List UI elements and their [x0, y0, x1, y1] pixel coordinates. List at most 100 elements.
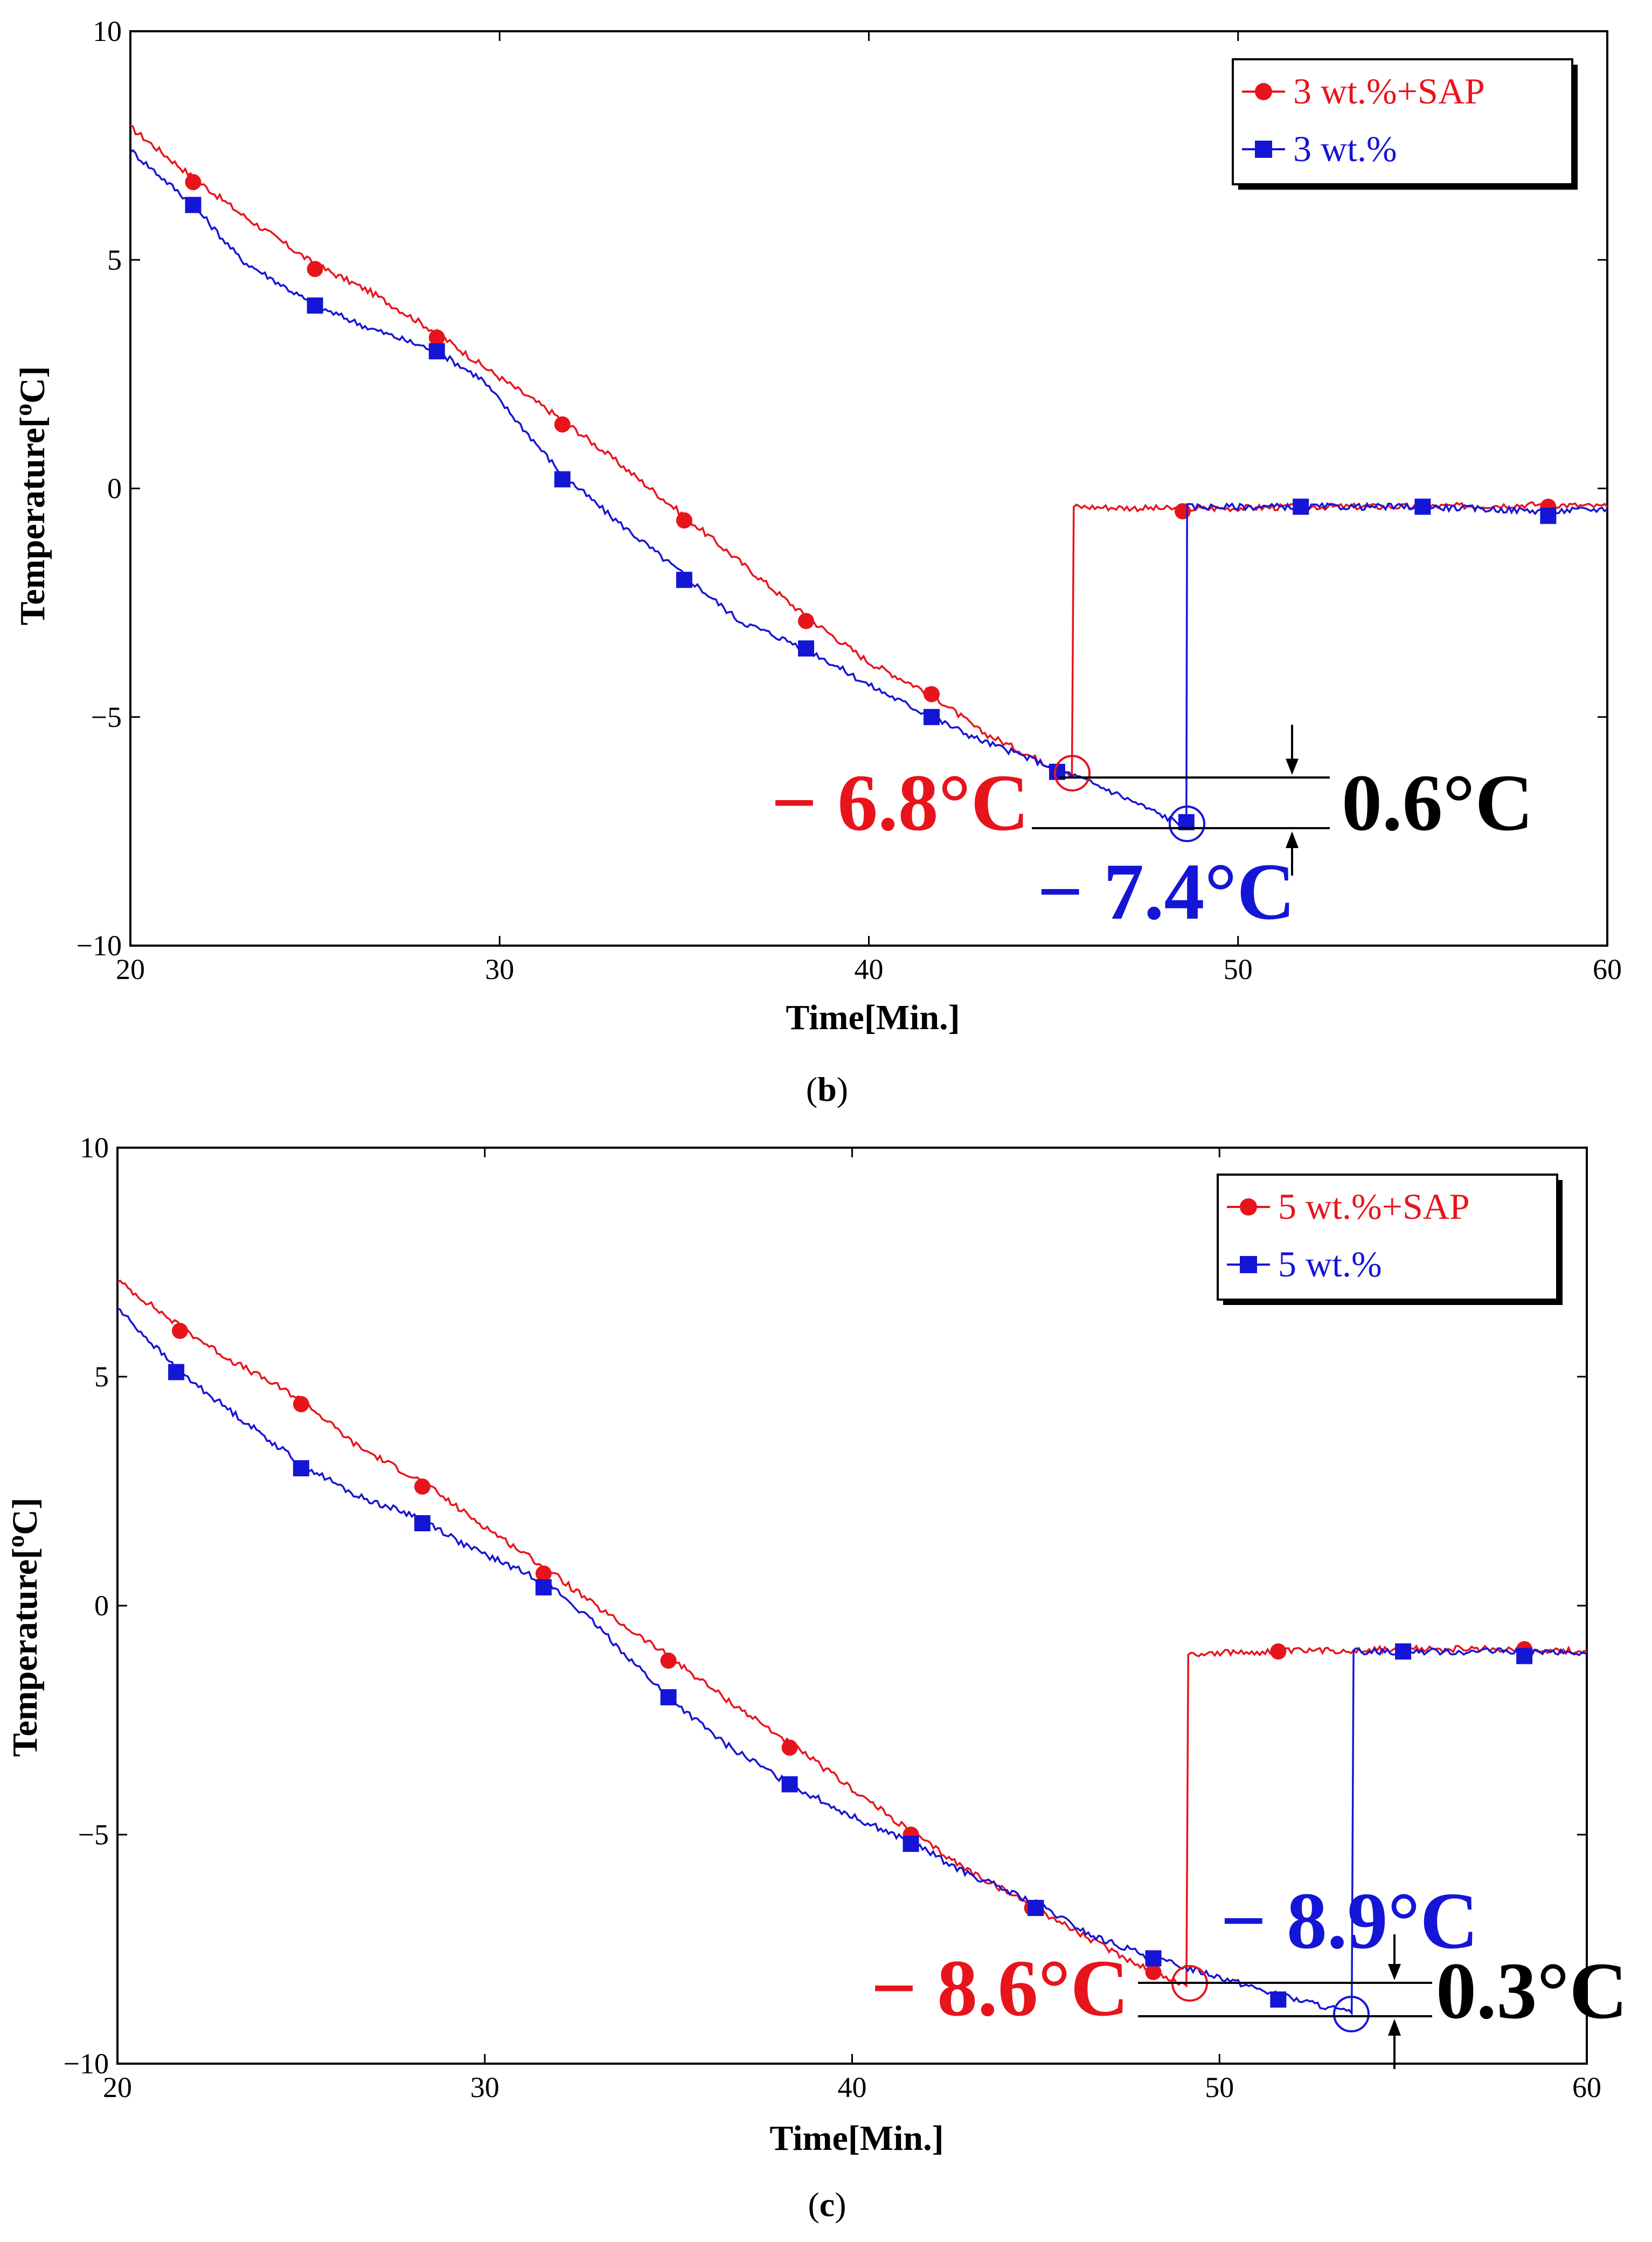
up-arrow-head	[1388, 2019, 1401, 2036]
data-point-square	[1540, 508, 1557, 524]
y-tick-label: −5	[78, 1818, 109, 1851]
x-tick-label: 40	[855, 953, 884, 985]
annotation-group: − 6.8°C − 7.4°C 0.6°C	[771, 725, 1533, 936]
legend-label-blue: 5 wt.%	[1278, 1244, 1382, 1285]
y-tick-label: 0	[107, 473, 122, 505]
red-annotation-value: − 8.6°C	[871, 1943, 1129, 2033]
x-tick-label: 20	[116, 953, 145, 985]
series-line-blue	[129, 149, 1608, 829]
x-axis-label: Time[Min.]	[769, 2119, 943, 2158]
data-point-square	[185, 197, 202, 213]
svg-text:Temperature[oC]: Temperature[oC]	[2, 1497, 45, 1757]
data-point-square	[1145, 1950, 1162, 1967]
data-point-square	[781, 1776, 798, 1793]
x-tick-label: 30	[470, 2071, 499, 2104]
y-tick-label: 10	[93, 15, 122, 47]
legend: 5 wt.%+SAP 5 wt.%	[1217, 1174, 1563, 1305]
svg-text:Temperature[oC]: Temperature[oC]	[9, 366, 52, 625]
legend-marker-square	[1255, 141, 1272, 158]
data-point-square	[1028, 1900, 1044, 1916]
data-point-circle	[923, 686, 940, 703]
data-point-circle	[676, 512, 692, 529]
data-point-square	[414, 1515, 431, 1531]
blue-annotation-value: − 7.4°C	[1037, 847, 1295, 936]
x-tick-label: 50	[1205, 2071, 1234, 2104]
data-point-square	[923, 709, 940, 725]
y-axis-label: Temperature[oC]	[2, 1497, 45, 1757]
data-point-square	[307, 297, 323, 314]
annotation-group: − 8.9°C − 8.6°C 0.3°C	[871, 1876, 1628, 2069]
data-point-circle	[428, 329, 445, 346]
figure-panel-c: Temperature[oC] Time[Min.] 20 30 40 50 60 −10…	[0, 1121, 1652, 2242]
data-point-square	[168, 1364, 185, 1380]
down-arrow-head	[1286, 759, 1299, 775]
legend-marker-circle	[1240, 1198, 1257, 1216]
legend-box	[1217, 1174, 1558, 1301]
legend-label-red: 3 wt.%+SAP	[1293, 71, 1485, 112]
blue-drop-circle	[1333, 1996, 1370, 2032]
up-arrow-head	[1286, 831, 1299, 848]
figure-panel-b: Temperature[oC] Time[Min.] 20 30 40 50 60 −10…	[9, 15, 1622, 1108]
data-point-circle	[535, 1565, 552, 1582]
blue-drop-circle	[1169, 806, 1205, 842]
data-point-square	[660, 1689, 677, 1705]
legend: 3 wt.%+SAP 3 wt.%	[1232, 58, 1578, 190]
x-tick-label: 60	[1593, 953, 1622, 985]
data-point-circle	[781, 1739, 798, 1756]
data-point-square	[1293, 498, 1309, 515]
data-point-circle	[307, 261, 323, 277]
legend-marker-circle	[1255, 83, 1272, 100]
x-tick-label: 30	[485, 953, 514, 985]
y-tick-label: 0	[94, 1589, 109, 1622]
y-tick-label: −10	[77, 929, 122, 962]
data-point-square	[1414, 498, 1431, 515]
blue-annotation-value: − 8.9°C	[1220, 1876, 1479, 1966]
x-axis-label: Time[Min.]	[786, 998, 960, 1037]
legend-label-red: 5 wt.%+SAP	[1278, 1186, 1470, 1227]
data-point-circle	[185, 174, 202, 191]
data-point-circle	[554, 416, 571, 433]
legend-marker-square	[1240, 1256, 1257, 1273]
data-point-square	[798, 640, 815, 657]
data-point-square	[428, 343, 445, 359]
x-tick-label: 40	[838, 2071, 867, 2104]
y-tick-label: 5	[107, 244, 122, 276]
difference-annotation-value: 0.3°C	[1436, 1946, 1628, 2036]
data-point-square	[293, 1460, 309, 1476]
data-point-square	[676, 572, 692, 588]
plot-area: 20 30 40 50 60 −10 −5 0 5 10	[77, 15, 1622, 985]
legend-box	[1232, 58, 1573, 185]
data-point-circle	[414, 1479, 431, 1495]
down-arrow-head	[1388, 1964, 1401, 1980]
panel-label-c: (c)	[808, 2185, 846, 2224]
legend-label-blue: 3 wt.%	[1293, 128, 1397, 169]
x-tick-label: 60	[1572, 2071, 1601, 2104]
plot-area: 20 30 40 50 60 −10 −5 0 5 10	[64, 1132, 1601, 2104]
y-tick-label: 10	[80, 1132, 109, 1164]
data-point-circle	[1145, 1964, 1162, 1980]
data-point-square	[1516, 1648, 1533, 1664]
chart-c: Temperature[oC] Time[Min.] 20 30 40 50 60−10…	[2, 1132, 1628, 2158]
y-tick-label: −10	[64, 2047, 109, 2080]
y-tick-label: −5	[91, 701, 122, 733]
y-tick-label: 5	[94, 1361, 109, 1393]
data-point-square	[554, 471, 571, 488]
data-point-circle	[1270, 1643, 1287, 1660]
data-point-square	[535, 1579, 552, 1595]
difference-annotation-value: 0.6°C	[1342, 758, 1533, 848]
panel-label-b: (b)	[806, 1070, 849, 1108]
red-drop-circle	[1054, 755, 1091, 792]
data-point-circle	[293, 1396, 309, 1412]
data-point-circle	[171, 1323, 188, 1339]
data-point-square	[903, 1836, 919, 1852]
x-tick-label: 50	[1224, 953, 1253, 985]
y-axis-label: Temperature[oC]	[9, 366, 52, 625]
data-point-square	[1270, 1991, 1287, 2008]
red-annotation-value: − 6.8°C	[771, 758, 1029, 848]
x-tick-label: 20	[103, 2071, 132, 2104]
series-line-red	[116, 1279, 1587, 1988]
data-point-circle	[660, 1653, 677, 1669]
series-line-red	[129, 124, 1608, 778]
data-point-circle	[798, 613, 815, 629]
data-point-square	[1395, 1643, 1412, 1660]
